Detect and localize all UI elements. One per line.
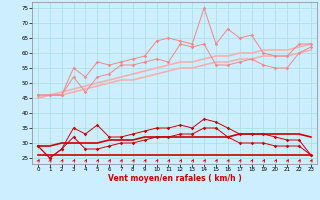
X-axis label: Vent moyen/en rafales ( km/h ): Vent moyen/en rafales ( km/h ) <box>108 174 241 183</box>
